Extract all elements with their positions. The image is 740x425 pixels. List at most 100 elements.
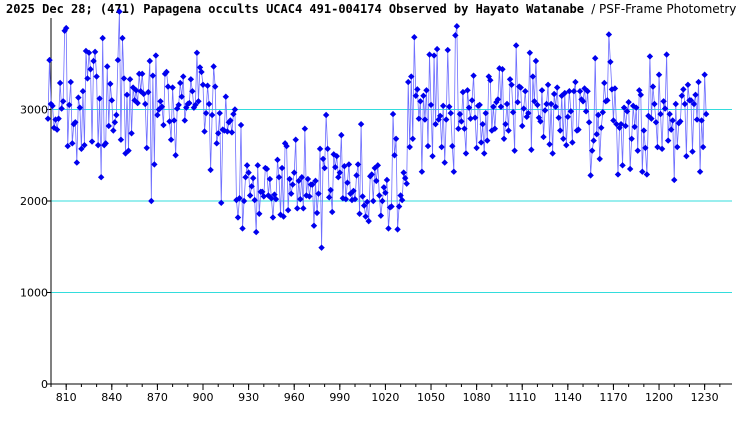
data-point	[423, 87, 430, 94]
data-point	[96, 95, 103, 102]
data-point	[593, 131, 600, 138]
data-point	[310, 222, 318, 229]
data-point	[324, 145, 331, 153]
data-point	[294, 205, 301, 212]
data-point	[99, 34, 106, 42]
data-point	[338, 131, 345, 139]
data-point	[297, 195, 304, 203]
data-point	[607, 58, 614, 66]
data-point	[579, 98, 587, 105]
data-point	[61, 27, 68, 35]
data-point	[380, 184, 388, 191]
data-point	[391, 152, 398, 159]
data-point	[462, 150, 470, 157]
data-point	[506, 76, 514, 83]
data-point	[491, 125, 499, 132]
data-point	[152, 52, 160, 59]
data-point	[412, 92, 420, 99]
data-point	[44, 115, 52, 122]
y-tick-label-3000: 3000	[20, 104, 48, 117]
data-point	[436, 112, 444, 120]
data-point	[640, 127, 648, 134]
data-point	[224, 128, 231, 135]
data-point	[53, 126, 61, 133]
chart-title-main: 2025 Dec 28; (471) Papagena occults UCAC…	[6, 2, 584, 16]
data-point	[467, 115, 474, 122]
data-point	[657, 110, 664, 118]
data-point	[427, 101, 435, 109]
x-tick-label-1080: 1080	[463, 391, 491, 404]
data-point	[246, 192, 254, 199]
data-point	[610, 117, 617, 124]
data-point	[409, 135, 416, 142]
data-point	[447, 109, 454, 117]
data-point	[587, 172, 594, 179]
data-point	[210, 63, 217, 70]
data-point	[198, 68, 205, 76]
data-point	[333, 152, 340, 160]
data-point	[268, 195, 275, 202]
data-point	[239, 225, 246, 232]
data-point	[532, 57, 540, 65]
data-point	[681, 100, 689, 108]
data-point	[76, 104, 84, 111]
data-point	[291, 169, 298, 176]
data-point	[58, 105, 65, 112]
data-point	[286, 175, 293, 183]
data-point	[146, 57, 154, 65]
data-point	[613, 120, 620, 128]
data-series	[44, 8, 710, 251]
data-point	[473, 144, 480, 152]
data-point	[508, 81, 515, 88]
data-point	[519, 122, 526, 130]
data-point	[313, 209, 321, 217]
data-point	[626, 165, 634, 173]
data-point	[438, 143, 445, 151]
data-point	[414, 86, 421, 93]
data-point	[388, 203, 395, 210]
data-point	[59, 98, 67, 105]
data-point	[105, 122, 112, 130]
data-point	[139, 70, 146, 78]
data-point	[186, 99, 193, 107]
data-point	[63, 24, 70, 32]
data-point	[426, 51, 433, 58]
data-point	[689, 148, 696, 155]
data-point	[350, 187, 357, 195]
data-point	[377, 212, 385, 219]
data-point	[52, 116, 59, 123]
data-point	[272, 195, 280, 203]
data-point	[120, 75, 128, 82]
data-point	[280, 213, 287, 220]
data-point	[379, 197, 386, 205]
data-point	[651, 100, 658, 108]
data-point	[256, 210, 263, 218]
data-point	[560, 135, 567, 142]
data-point	[490, 103, 497, 110]
data-point	[557, 127, 564, 134]
data-point	[359, 193, 366, 200]
data-point	[55, 115, 62, 122]
data-point	[111, 119, 119, 126]
data-point	[672, 100, 679, 108]
data-point	[637, 91, 644, 99]
x-tick-label-1230: 1230	[691, 391, 719, 404]
data-point	[119, 34, 126, 42]
data-point	[595, 111, 602, 119]
data-point	[234, 214, 242, 221]
data-point	[137, 88, 144, 95]
data-point	[604, 97, 611, 104]
data-point	[108, 97, 116, 104]
data-point	[189, 88, 196, 95]
data-point	[619, 162, 626, 169]
data-point	[424, 142, 432, 150]
data-point	[605, 31, 613, 38]
data-point	[385, 225, 392, 232]
data-point	[228, 129, 236, 136]
data-point	[453, 23, 461, 30]
data-point	[332, 163, 339, 171]
data-point	[517, 84, 524, 91]
data-point	[325, 194, 333, 201]
data-point	[476, 101, 483, 109]
data-point	[254, 162, 261, 169]
